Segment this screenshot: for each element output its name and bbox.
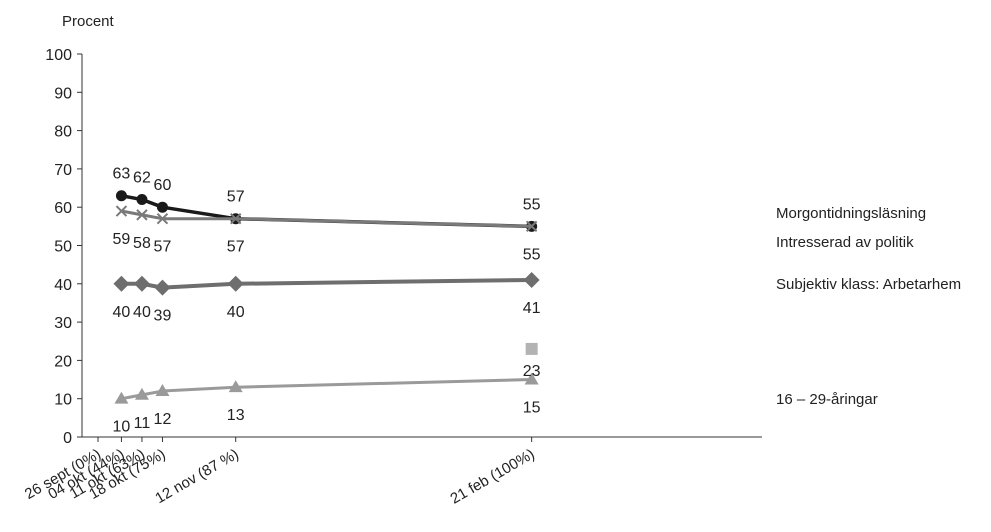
data-point-1	[136, 194, 148, 206]
data-label: 13	[227, 407, 245, 424]
data-label: 40	[227, 304, 245, 321]
data-point-1	[115, 190, 127, 202]
y-axis-title: Procent	[62, 13, 115, 30]
legend: Morgontidningsläsning Intresserad av poli…	[776, 205, 961, 408]
data-label: 23	[523, 363, 541, 380]
data-point-2	[230, 212, 242, 225]
data-label: 10	[113, 419, 131, 436]
data-label: 58	[133, 235, 151, 252]
data-point-2	[156, 212, 169, 225]
data-label: 11	[134, 415, 151, 432]
data-label: 57	[227, 239, 245, 256]
series-line-3	[121, 277, 532, 290]
y-tick-label: 60	[54, 200, 72, 217]
y-tick-label: 80	[54, 124, 72, 141]
y-tick-label: 90	[54, 85, 72, 102]
data-point-4	[228, 380, 243, 393]
legend-item: Intresserad av politik	[776, 234, 914, 251]
data-point-3	[113, 275, 130, 292]
data-label: 63	[113, 166, 131, 183]
series-line-2	[121, 209, 532, 228]
series-layer	[113, 190, 540, 404]
data-label: 57	[154, 239, 172, 256]
data-point-5	[525, 342, 538, 355]
data-point-2	[525, 220, 538, 233]
y-tick-label: 10	[54, 392, 72, 409]
data-point-3	[154, 279, 171, 296]
data-point-1	[156, 201, 168, 213]
data-point-3	[227, 275, 244, 292]
data-label: 59	[113, 231, 131, 248]
y-tick-label: 40	[54, 277, 72, 294]
y-tick-label: 0	[63, 430, 72, 447]
data-point-4	[524, 372, 539, 385]
data-point-2	[115, 205, 128, 217]
series-line-4	[121, 378, 532, 401]
data-label: 60	[154, 177, 172, 194]
data-point-2	[136, 209, 148, 221]
y-tick-label: 100	[45, 47, 72, 64]
data-label: 55	[523, 246, 541, 263]
data-label: 39	[154, 308, 172, 325]
y-tick-label: 30	[54, 315, 72, 332]
y-tick-label: 20	[54, 353, 72, 370]
legend-item: Subjektiv klass: Arbetarhem	[776, 276, 961, 293]
legend-item: 16 – 29-åringar	[776, 391, 878, 408]
data-label: 40	[113, 304, 131, 321]
legend-item: Morgontidningsläsning	[776, 205, 926, 222]
data-label: 57	[227, 189, 245, 206]
data-point-4	[155, 384, 170, 396]
data-point-3	[523, 271, 540, 288]
data-point-4	[114, 391, 129, 404]
data-label: 40	[133, 304, 151, 321]
data-label: 15	[523, 400, 541, 417]
data-label: 62	[133, 170, 151, 187]
x-tick-label: 12 nov (87 %)	[152, 446, 241, 507]
data-label: 41	[523, 300, 541, 317]
x-tick-label: 21 feb (100%)	[448, 446, 538, 508]
data-label: 12	[154, 411, 172, 428]
y-tick-label: 50	[54, 239, 72, 256]
data-point-4	[134, 387, 149, 400]
data-label: 55	[523, 196, 541, 213]
data-point-3	[133, 275, 150, 292]
y-tick-label: 70	[54, 162, 72, 179]
